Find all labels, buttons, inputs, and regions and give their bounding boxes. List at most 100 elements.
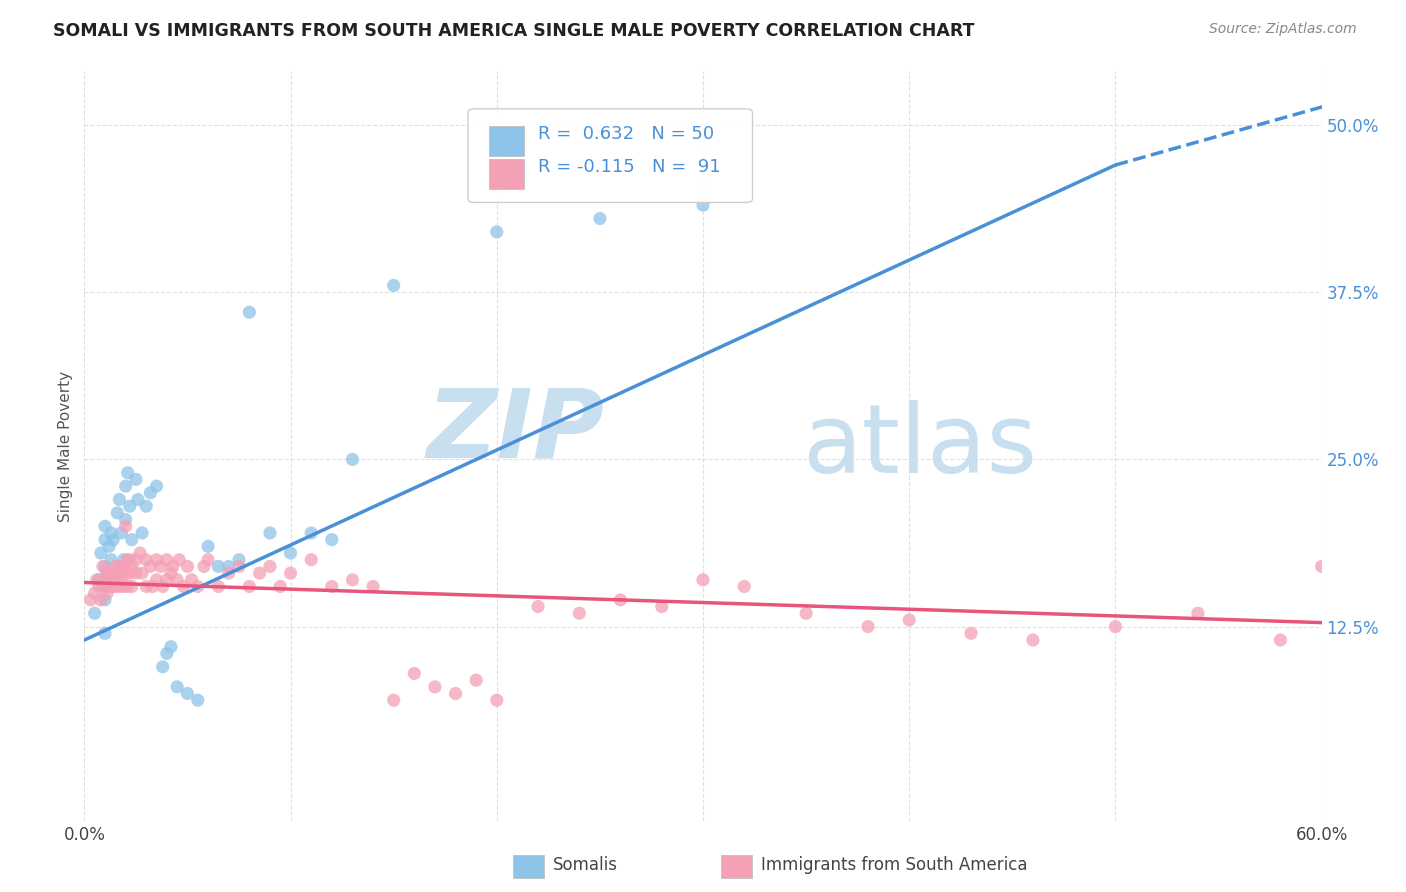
Point [280,546,302,560]
Point [91,580,114,594]
Point [589,211,612,226]
Point [103,533,125,547]
Point [238,305,260,319]
Point [404,666,426,681]
Point [100,566,122,581]
Point [100,553,122,567]
Point [794,607,817,621]
Point [228,559,250,574]
Point [118,553,141,567]
Point [1104,620,1126,634]
Text: Immigrants from South America: Immigrants from South America [761,856,1028,874]
Point [176,559,198,574]
Text: Somalis: Somalis [553,856,617,874]
Text: SOMALI VS IMMIGRANTS FROM SOUTH AMERICA SINGLE MALE POVERTY CORRELATION CHART: SOMALI VS IMMIGRANTS FROM SOUTH AMERICA … [53,22,974,40]
Point [280,566,302,581]
Point [444,687,467,701]
Point [1187,607,1209,621]
Text: atlas: atlas [801,400,1038,492]
Point [108,580,131,594]
Point [141,580,163,594]
Point [342,573,364,587]
Point [249,566,271,581]
Point [269,580,291,594]
Point [692,198,714,212]
Point [197,539,219,553]
Point [125,473,148,487]
Point [131,526,153,541]
Point [98,573,121,587]
Point [135,553,157,567]
Text: R =  0.632   N = 50: R = 0.632 N = 50 [538,125,714,143]
Point [1310,559,1333,574]
Point [485,693,508,707]
Point [898,613,921,627]
Point [160,640,183,654]
Point [112,553,135,567]
Point [87,573,110,587]
Point [114,479,136,493]
Point [609,593,631,607]
Point [105,506,128,520]
Point [121,559,143,574]
Point [382,693,405,707]
Point [83,607,105,621]
FancyBboxPatch shape [468,109,752,202]
Point [127,492,149,507]
Point [145,553,167,567]
Point [118,500,141,514]
Point [197,553,219,567]
Point [382,278,405,293]
Point [139,559,162,574]
Point [94,559,117,574]
Point [361,580,384,594]
Point [114,566,136,581]
Point [100,573,122,587]
Point [692,573,714,587]
Point [156,573,179,587]
Point [1270,633,1292,648]
Point [193,559,215,574]
Point [162,559,184,574]
Point [527,599,550,614]
Point [121,533,143,547]
Point [238,580,260,594]
Point [145,479,167,493]
Point [110,566,132,581]
Point [94,626,117,640]
Point [960,626,983,640]
Point [108,492,131,507]
Point [96,566,118,581]
Point [91,559,114,574]
Point [112,559,135,574]
Point [114,519,136,533]
Point [172,580,194,594]
Point [94,580,117,594]
Point [87,580,110,594]
Point [112,580,135,594]
Point [145,573,167,587]
Point [118,566,141,581]
Point [83,586,105,600]
Point [79,593,101,607]
Point [259,526,281,541]
Point [166,680,188,694]
Point [117,580,139,594]
Point [207,559,229,574]
Point [485,225,508,239]
Point [96,566,118,581]
Point [114,512,136,526]
Text: Source: ZipAtlas.com: Source: ZipAtlas.com [1209,22,1357,37]
Point [187,580,209,594]
Point [94,593,117,607]
Point [105,566,128,581]
Point [423,680,446,694]
Point [96,586,118,600]
Point [104,559,127,574]
Point [166,573,188,587]
Point [139,485,162,500]
Point [321,533,343,547]
Point [259,559,281,574]
Point [160,566,183,581]
Point [299,553,322,567]
